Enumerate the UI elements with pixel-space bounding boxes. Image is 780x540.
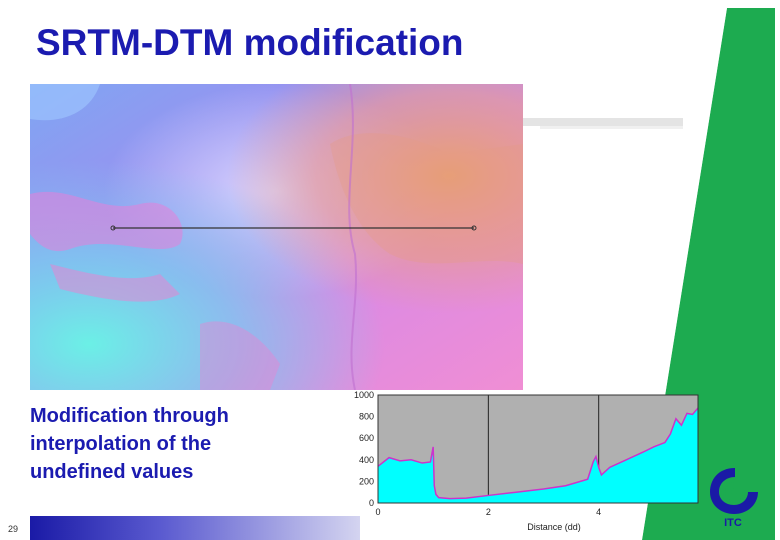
y-tick-label: 600 — [359, 433, 374, 443]
profile-start-marker — [110, 225, 116, 231]
caption: Modification through interpolation of th… — [30, 402, 330, 486]
y-tick-labels: 0 200 400 600 800 1000 — [354, 390, 374, 508]
decor-bar-shadow — [540, 126, 683, 129]
caption-line-1: Modification through — [30, 405, 229, 427]
y-tick-label: 800 — [359, 412, 374, 422]
page-title: SRTM-DTM modification — [36, 22, 464, 63]
x-tick-labels: 0 2 4 — [375, 507, 601, 517]
x-axis-label: Distance (dd) — [527, 522, 581, 532]
y-tick-label: 200 — [359, 476, 374, 486]
itc-logo: ITC — [710, 468, 758, 529]
y-tick-label: 0 — [369, 498, 374, 508]
page-number: 29 — [8, 524, 19, 534]
x-tick-label: 0 — [375, 507, 380, 517]
plot-frame — [377, 394, 699, 504]
logo-swirl-outer — [710, 468, 758, 514]
footer-bar — [30, 516, 360, 540]
caption-line-2: interpolation of the — [30, 433, 212, 455]
elevation-profile-chart: 0 200 400 600 800 1000 0 2 4 Distance (dd) — [354, 390, 699, 532]
y-tick-label: 400 — [359, 455, 374, 465]
profile-end-marker — [471, 225, 477, 231]
decor-bar — [523, 118, 683, 126]
y-tick-label: 1000 — [354, 390, 374, 400]
x-tick-label: 4 — [596, 507, 601, 517]
srtm-dtm-map — [30, 84, 523, 390]
x-tick-label: 2 — [486, 507, 491, 517]
caption-line-3: undefined values — [30, 461, 194, 483]
profile-area — [378, 407, 698, 503]
profile-series-line — [377, 407, 699, 500]
logo-swirl-inner — [725, 482, 743, 501]
logo-text: ITC — [724, 517, 742, 529]
